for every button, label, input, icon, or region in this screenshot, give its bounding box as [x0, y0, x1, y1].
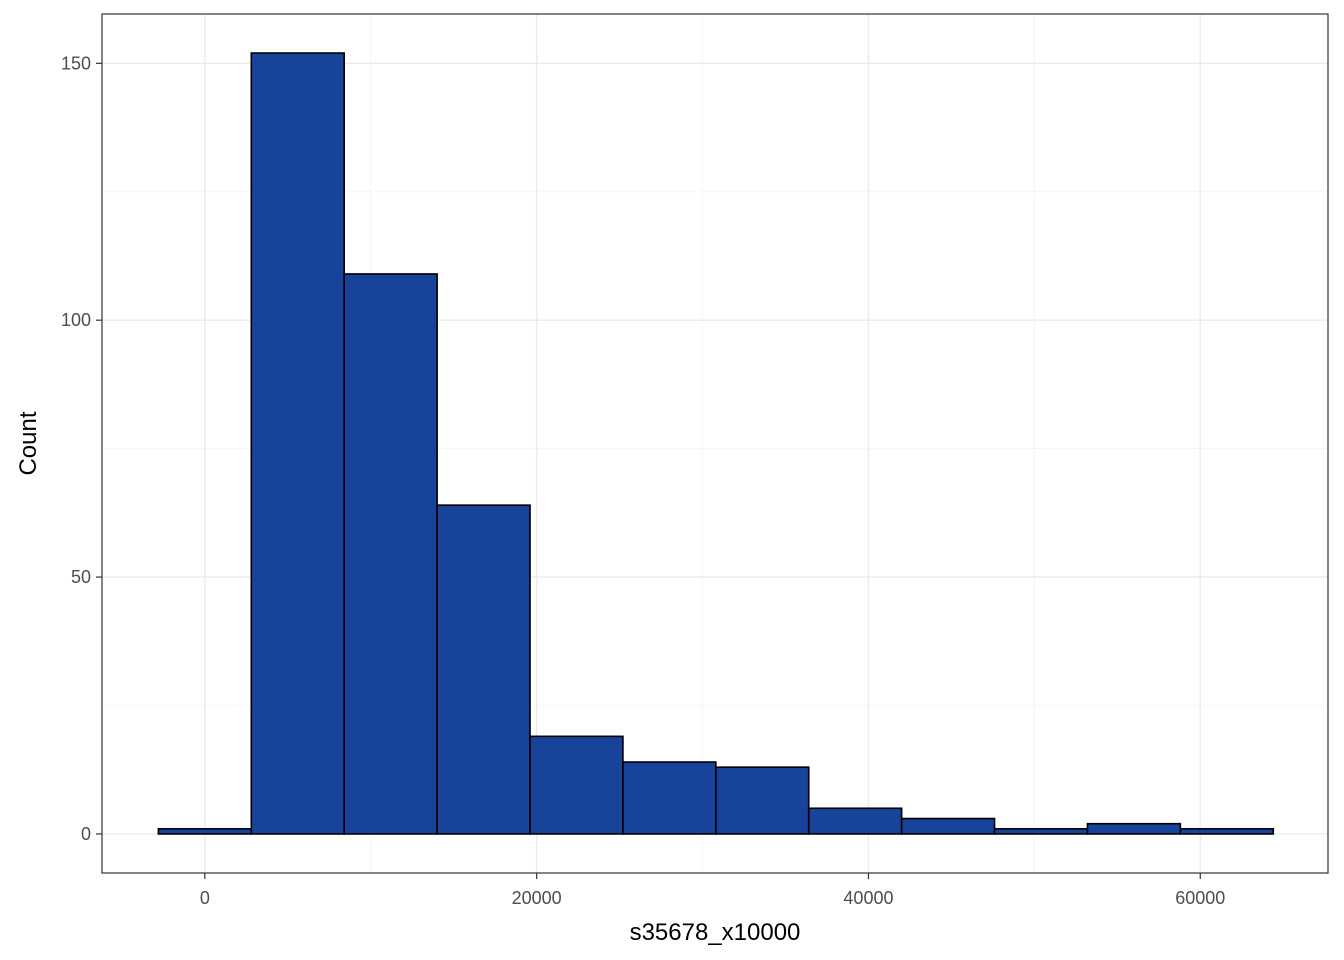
histogram-bar	[529, 735, 624, 835]
x-tick-label: 20000	[512, 888, 562, 908]
histogram-bar	[807, 807, 903, 835]
histogram-bar	[436, 504, 531, 835]
x-axis-title: s35678_x10000	[630, 919, 801, 946]
histogram-bar	[1179, 828, 1275, 835]
x-tick-label: 0	[200, 888, 210, 908]
panel-border	[101, 13, 1329, 874]
x-tick-label: 40000	[843, 888, 893, 908]
histogram-bar	[715, 766, 810, 835]
y-tick-label: 50	[71, 567, 91, 587]
y-axis-title: Count	[15, 411, 42, 475]
x-tick-label: 60000	[1175, 888, 1225, 908]
histogram-bar	[1086, 822, 1182, 835]
histogram-bar	[622, 761, 717, 835]
y-tick-label: 150	[61, 53, 91, 73]
axes: 0 20000 40000 60000 0 50 100 150	[61, 53, 1225, 908]
y-tick-label: 100	[61, 310, 91, 330]
histogram-bar	[900, 817, 996, 835]
histogram-bar	[250, 52, 346, 835]
histogram-bar	[993, 828, 1089, 835]
histogram-bar	[157, 828, 253, 835]
y-tick-label: 0	[81, 824, 91, 844]
histogram-bar	[343, 273, 438, 835]
bars	[157, 52, 1275, 835]
